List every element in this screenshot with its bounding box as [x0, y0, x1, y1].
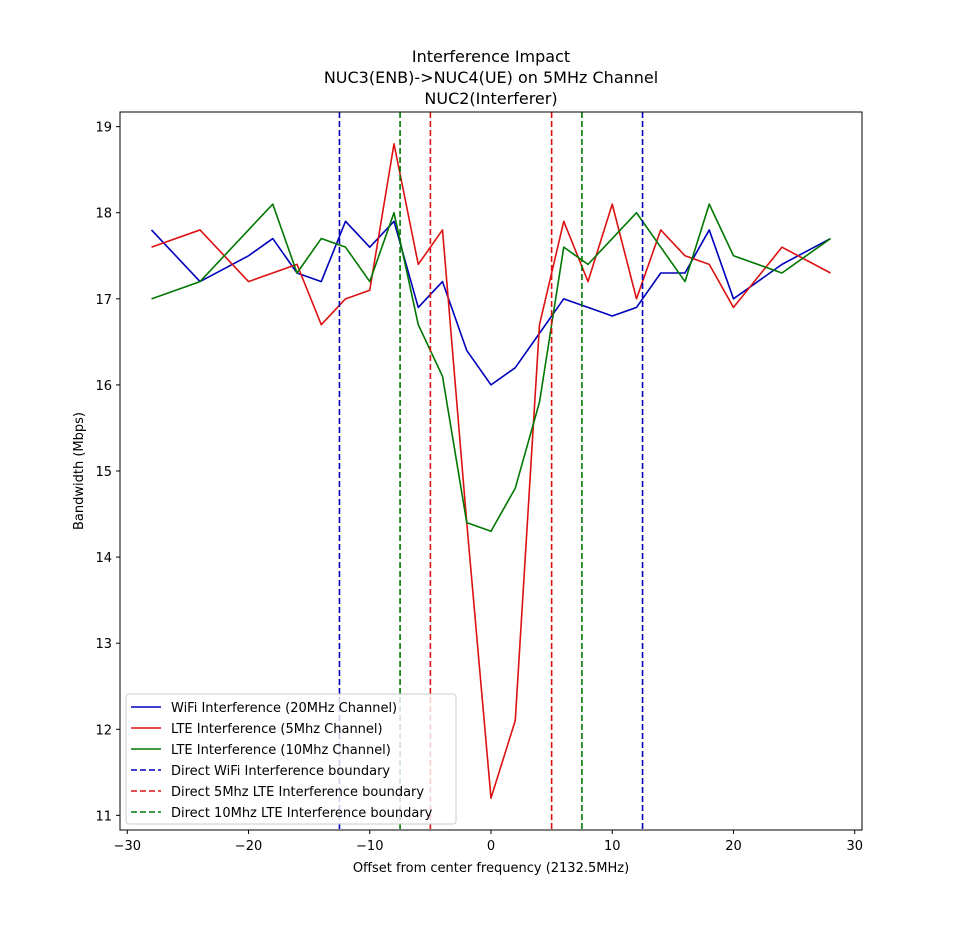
y-tick-label: 19: [95, 121, 112, 136]
x-tick-label: 10: [604, 839, 621, 854]
legend-label-3: Direct WiFi Interference boundary: [171, 764, 390, 779]
series-line-1: [151, 143, 831, 799]
y-tick-label: 18: [95, 207, 112, 222]
y-tick-label: 15: [95, 465, 112, 480]
x-axis: −30 −20 −10 0 10 20 30: [114, 830, 863, 854]
chart-title-line-1: Interference Impact: [412, 47, 570, 66]
legend-label-4: Direct 5Mhz LTE Interference boundary: [171, 785, 424, 800]
legend-box: [125, 693, 457, 825]
legend-label-2: LTE Interference (10Mhz Channel): [171, 743, 391, 758]
chart-title-line-2: NUC3(ENB)->NUC4(UE) on 5MHz Channel: [324, 68, 658, 87]
x-tick-label: 30: [846, 839, 863, 854]
chart-title-line-3: NUC2(Interferer): [424, 89, 557, 108]
legend-label-0: WiFi Interference (20MHz Channel): [171, 701, 397, 716]
x-tick-label: −10: [356, 839, 383, 854]
y-tick-label: 11: [95, 809, 112, 824]
series-line-2: [151, 203, 831, 533]
x-tick-label: −30: [114, 839, 141, 854]
y-axis: 11 12 13 14 15 16 17 18 19: [95, 121, 120, 824]
y-axis-label: Bandwidth (Mbps): [72, 412, 87, 530]
x-tick-label: 20: [725, 839, 742, 854]
y-tick-label: 16: [95, 379, 112, 394]
y-tick-label: 13: [95, 637, 112, 652]
legend-label-1: LTE Interference (5Mhz Channel): [171, 722, 383, 737]
y-tick-label: 17: [95, 293, 112, 308]
y-tick-label: 12: [95, 723, 112, 738]
series-layer: [150, 143, 831, 799]
x-axis-label: Offset from center frequency (2132.5MHz): [353, 861, 629, 876]
x-tick-label: 0: [487, 839, 495, 854]
legend-label-5: Direct 10Mhz LTE Interference boundary: [171, 806, 433, 821]
y-tick-label: 14: [95, 551, 112, 566]
legend: WiFi Interference (20MHz Channel) LTE Int…: [125, 693, 457, 825]
x-tick-label: −20: [235, 839, 262, 854]
